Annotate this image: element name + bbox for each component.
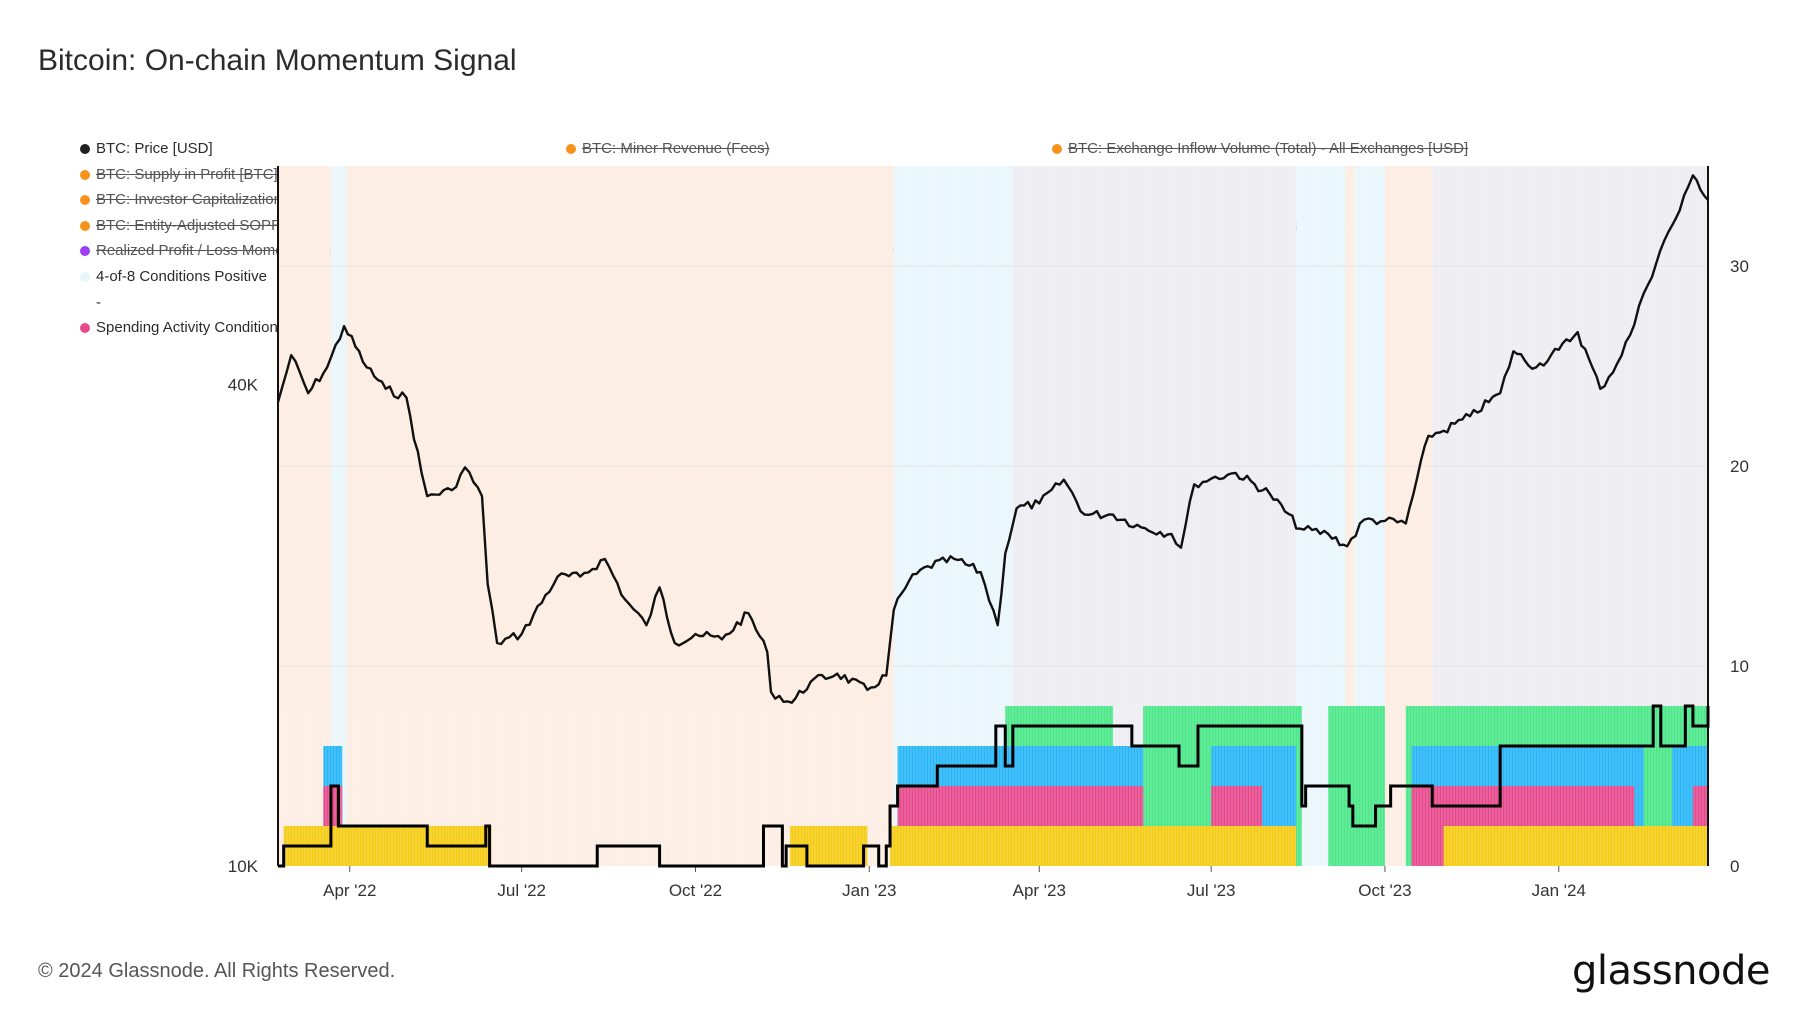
regime-span [1345, 166, 1355, 866]
legend-label: BTC: Price [USD] [96, 140, 213, 157]
legend-dot-icon [80, 220, 90, 231]
legend-dot-icon [1052, 144, 1062, 154]
legend-label: Spending Activity Conditions [96, 319, 286, 337]
legend-dot-icon [80, 297, 90, 308]
glassnode-logo[interactable]: glassnode [1571, 948, 1771, 994]
btc-price-line [276, 174, 1709, 704]
legend-dot-icon [566, 144, 576, 154]
legend-item[interactable]: BTC: Supply in Profit [BTC] [80, 166, 278, 183]
y-right-tick-label: 0 [1730, 857, 1739, 876]
legend-dot-icon [80, 323, 90, 334]
legend-dot-icon [80, 169, 90, 180]
price-layer [276, 174, 1709, 704]
legend-item[interactable]: BTC: Investor Capitalization [80, 191, 282, 208]
legend-item[interactable]: Spending Activity Conditions [80, 319, 285, 336]
x-tick-label: Apr '23 [1013, 881, 1066, 900]
x-tick-label: Apr '22 [323, 881, 376, 900]
legend-dot-icon [80, 195, 90, 206]
regime-span [278, 166, 331, 866]
chart-title: Bitcoin: On-chain Momentum Signal [38, 44, 517, 77]
composite-index-line [278, 704, 1710, 868]
y-right-tick-label: 10 [1730, 657, 1749, 676]
legend-label: BTC: Entity-Adjusted SOPR [96, 216, 282, 234]
x-tick-label: Jul '23 [1187, 881, 1236, 900]
legend-dot-icon [80, 272, 90, 282]
regime-span [330, 166, 347, 866]
y-left-tick-label: 40K [228, 375, 259, 394]
legend-item[interactable]: 4-of-8 Conditions Positive [80, 268, 267, 285]
x-tick-label: Oct '23 [1358, 881, 1411, 900]
bar-texture [277, 166, 1707, 866]
legend-label: 4-of-8 Conditions Positive [96, 268, 267, 285]
legend-item[interactable]: BTC: Exchange Inflow Volume (Total) - Al… [1052, 140, 1468, 157]
condition-band-period [890, 826, 1297, 866]
y-left-tick-label: 10K [228, 857, 259, 876]
legend-dot-icon [80, 246, 90, 257]
x-tick-label: Jan '23 [842, 881, 896, 900]
legend-item[interactable]: - [80, 294, 101, 311]
y-right-tick-label: 30 [1730, 257, 1749, 276]
legend-label: BTC: Investor Capitalization [96, 191, 282, 209]
legend-label: BTC: Supply in Profit [BTC] [96, 165, 278, 183]
legend-item[interactable]: BTC: Price [USD] [80, 140, 213, 157]
y-right-tick-label: 20 [1730, 457, 1749, 476]
legend-label: - [96, 293, 101, 311]
legend-dot-icon [80, 144, 90, 154]
gridlines [278, 265, 1708, 667]
regime-span [346, 166, 894, 866]
x-tick-label: Jul '22 [497, 881, 546, 900]
composite-index-layer [278, 704, 1710, 868]
x-tick-label: Jan '24 [1532, 881, 1586, 900]
legend-label: BTC: Miner Revenue (Fees) [582, 140, 770, 157]
legend-item[interactable]: BTC: Entity-Adjusted SOPR [80, 217, 282, 234]
x-tick-label: Oct '22 [669, 881, 722, 900]
legend-label: BTC: Exchange Inflow Volume (Total) - Al… [1068, 140, 1469, 157]
axes: 10K 40K 0 10 20 30 Apr '22 Jul '22 Oct '22 Jan '2… [228, 166, 1749, 900]
copyright: © 2024 Glassnode. All Rights Reserved. [38, 960, 396, 982]
condition-band-period [1443, 826, 1708, 866]
legend-item[interactable]: BTC: Miner Revenue (Fees) [566, 140, 770, 157]
band-wealth-transfer-conditions [283, 826, 1708, 866]
